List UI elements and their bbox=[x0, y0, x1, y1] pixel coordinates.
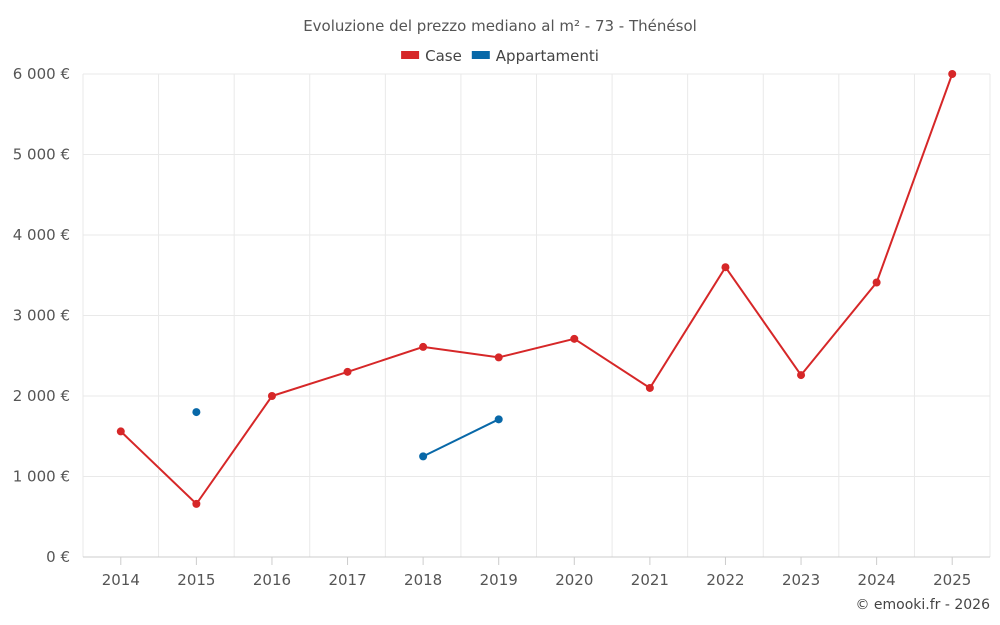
grid bbox=[82, 73, 991, 557]
legend-label: Case bbox=[425, 47, 462, 65]
x-tick-label: 2020 bbox=[555, 571, 593, 589]
data-point[interactable] bbox=[872, 278, 881, 287]
data-point[interactable] bbox=[570, 334, 579, 343]
x-tick-label: 2021 bbox=[631, 571, 669, 589]
y-tick-label: 6 000 € bbox=[13, 65, 70, 83]
data-point[interactable] bbox=[267, 392, 276, 400]
y-tick-label: 1 000 € bbox=[13, 468, 70, 486]
x-tick-label: 2022 bbox=[706, 571, 744, 589]
legend-item-case[interactable]: Case bbox=[401, 47, 462, 65]
y-tick-label: 5 000 € bbox=[13, 146, 70, 164]
x-tick-label: 2024 bbox=[858, 571, 896, 589]
credit-text: © emooki.fr - 2026 bbox=[855, 597, 990, 613]
data-point[interactable] bbox=[192, 408, 201, 417]
x-tick-label: 2015 bbox=[177, 571, 215, 589]
y-tick-label: 2 000 € bbox=[13, 387, 70, 405]
x-tick-label: 2025 bbox=[933, 571, 971, 589]
data-point[interactable] bbox=[721, 263, 730, 272]
data-point[interactable] bbox=[948, 70, 957, 78]
x-tick-label: 2016 bbox=[253, 571, 291, 589]
legend-swatch bbox=[471, 51, 490, 59]
x-tick-label: 2023 bbox=[782, 571, 820, 589]
x-tick-label: 2017 bbox=[328, 571, 366, 589]
y-axis: 0 € 1 000 € 2 000 € 3 000 € 4 000 € 5 000 € 6 … bbox=[13, 65, 70, 566]
data-point[interactable] bbox=[494, 415, 503, 424]
data-point[interactable] bbox=[419, 342, 428, 351]
data-point[interactable] bbox=[797, 371, 806, 380]
data-point[interactable] bbox=[116, 427, 125, 436]
x-tick-label: 2018 bbox=[404, 571, 442, 589]
series-case bbox=[116, 70, 957, 508]
data-point[interactable] bbox=[419, 452, 428, 461]
y-tick-label: 0 € bbox=[46, 548, 70, 566]
data-point[interactable] bbox=[343, 367, 352, 376]
legend-label: Appartamenti bbox=[496, 47, 599, 65]
data-point[interactable] bbox=[192, 499, 201, 508]
legend: Case Appartamenti bbox=[401, 47, 599, 65]
series bbox=[116, 70, 957, 508]
legend-item-appartamenti[interactable]: Appartamenti bbox=[471, 47, 599, 65]
data-point[interactable] bbox=[494, 353, 503, 362]
series-appartamenti bbox=[192, 408, 503, 461]
legend-swatch bbox=[401, 51, 420, 59]
y-tick-label: 4 000 € bbox=[13, 226, 70, 244]
series-line bbox=[422, 418, 500, 458]
x-tick-label: 2019 bbox=[480, 571, 518, 589]
data-point[interactable] bbox=[645, 383, 654, 392]
chart-title: Evoluzione del prezzo mediano al m² - 73… bbox=[303, 17, 697, 35]
x-axis: 2014 2015 2016 2017 2018 2019 2020 2021 2022 2023… bbox=[83, 556, 990, 589]
x-tick-label: 2014 bbox=[102, 571, 140, 589]
series-line bbox=[120, 73, 954, 506]
y-tick-label: 3 000 € bbox=[13, 307, 70, 325]
